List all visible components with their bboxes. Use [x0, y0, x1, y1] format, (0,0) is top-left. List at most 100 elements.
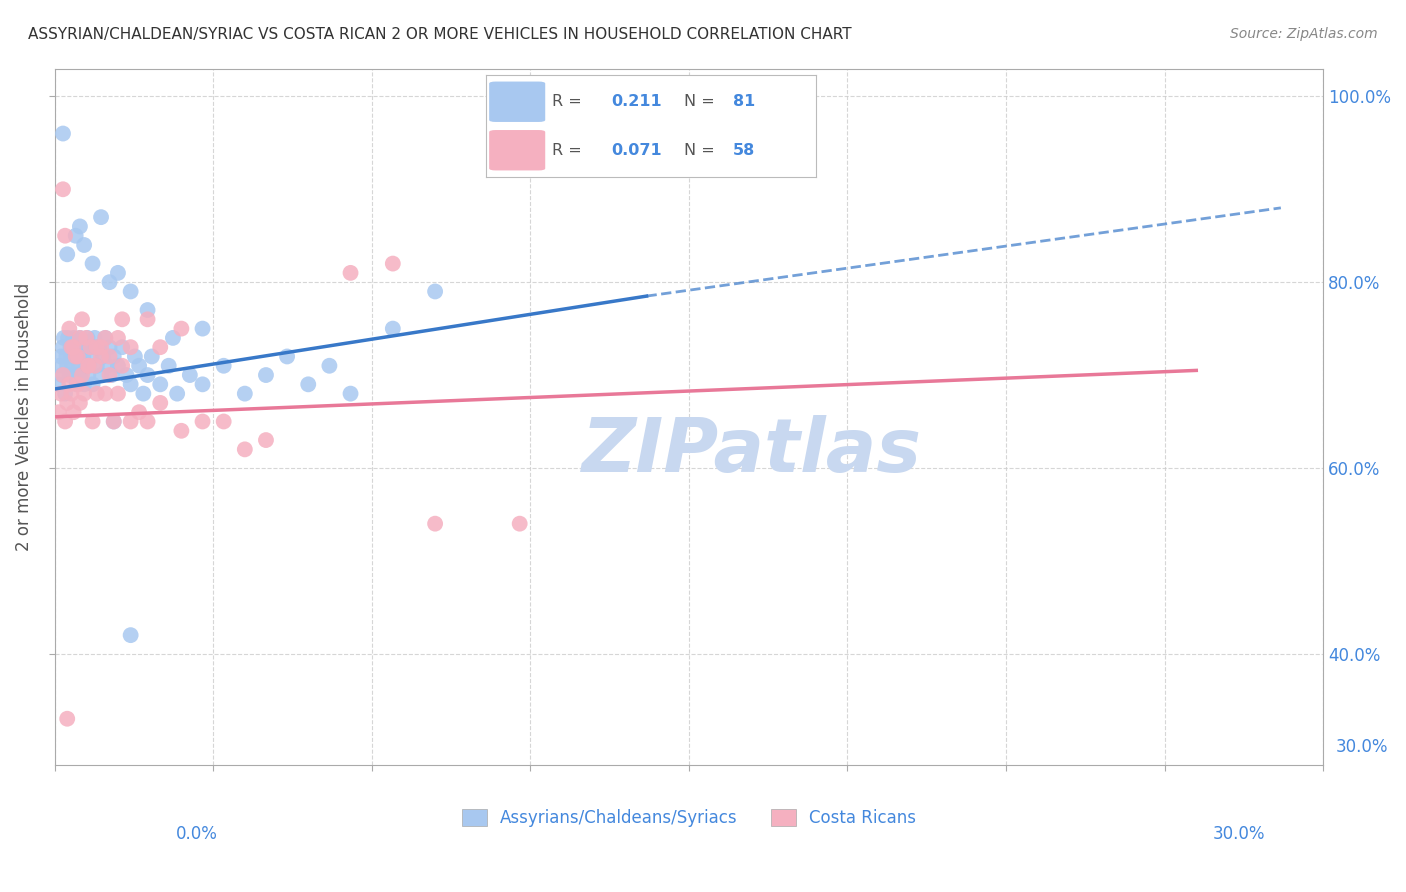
Legend: Assyrians/Chaldeans/Syriacs, Costa Ricans: Assyrians/Chaldeans/Syriacs, Costa Rican… — [456, 802, 922, 833]
Point — [120, 340, 142, 354]
Point — [86, 386, 108, 401]
Text: ZIPatlas: ZIPatlas — [582, 415, 922, 488]
Point — [103, 415, 125, 429]
Text: 30.0%: 30.0% — [1336, 738, 1388, 756]
Point — [94, 331, 117, 345]
Point — [90, 350, 112, 364]
Point — [179, 368, 201, 382]
Text: ASSYRIAN/CHALDEAN/SYRIAC VS COSTA RICAN 2 OR MORE VEHICLES IN HOUSEHOLD CORRELAT: ASSYRIAN/CHALDEAN/SYRIAC VS COSTA RICAN … — [28, 27, 852, 42]
Y-axis label: 2 or more Vehicles in Household: 2 or more Vehicles in Household — [15, 283, 32, 551]
Point — [423, 285, 446, 299]
Point — [69, 219, 91, 234]
Point — [63, 368, 86, 382]
Point — [51, 368, 73, 382]
Point — [82, 377, 104, 392]
Point — [103, 415, 125, 429]
Text: 0.0%: 0.0% — [176, 825, 218, 843]
Point — [86, 359, 108, 373]
Point — [233, 386, 256, 401]
Point — [276, 350, 298, 364]
Point — [98, 368, 121, 382]
Point — [83, 359, 105, 373]
Point — [70, 368, 93, 382]
Point — [318, 359, 340, 373]
Point — [53, 415, 76, 429]
Point — [149, 377, 172, 392]
Point — [136, 312, 159, 326]
Point — [65, 350, 87, 364]
Point — [73, 386, 96, 401]
Point — [90, 210, 112, 224]
Text: Source: ZipAtlas.com: Source: ZipAtlas.com — [1230, 27, 1378, 41]
Point — [103, 350, 125, 364]
Point — [62, 405, 84, 419]
Point — [107, 386, 129, 401]
Point — [254, 433, 277, 447]
Point — [86, 340, 108, 354]
Point — [107, 266, 129, 280]
Point — [76, 331, 98, 345]
Point — [66, 377, 89, 392]
Point — [49, 386, 72, 401]
Point — [65, 228, 87, 243]
Point — [49, 350, 72, 364]
Point — [107, 359, 129, 373]
Point — [381, 256, 404, 270]
Point — [120, 285, 142, 299]
Point — [80, 350, 103, 364]
Point — [70, 312, 93, 326]
Point — [56, 712, 79, 726]
Point — [79, 340, 101, 354]
Point — [52, 368, 75, 382]
Point — [53, 228, 76, 243]
Point — [73, 377, 96, 392]
Point — [107, 331, 129, 345]
Point — [83, 331, 105, 345]
Point — [48, 359, 70, 373]
Text: 30.0%: 30.0% — [1213, 825, 1265, 843]
Point — [66, 350, 89, 364]
Point — [70, 340, 93, 354]
Point — [141, 350, 163, 364]
Point — [62, 331, 84, 345]
Point — [128, 405, 150, 419]
Point — [69, 331, 91, 345]
Point — [136, 415, 159, 429]
Point — [69, 396, 91, 410]
Point — [94, 331, 117, 345]
Point — [56, 247, 79, 261]
Point — [90, 368, 112, 382]
Point — [100, 368, 122, 382]
Point — [52, 331, 75, 345]
Point — [423, 516, 446, 531]
Point — [60, 350, 83, 364]
Point — [60, 340, 83, 354]
Point — [58, 377, 80, 392]
Point — [120, 377, 142, 392]
Point — [67, 359, 90, 373]
Point — [124, 350, 146, 364]
Point — [52, 182, 75, 196]
Point — [297, 377, 319, 392]
Point — [136, 368, 159, 382]
Point — [69, 368, 91, 382]
Point — [149, 396, 172, 410]
Point — [66, 350, 89, 364]
Point — [157, 359, 180, 373]
Point — [60, 359, 83, 373]
Point — [111, 340, 134, 354]
Point — [149, 340, 172, 354]
Point — [56, 331, 79, 345]
Point — [170, 321, 193, 335]
Point — [73, 238, 96, 252]
Point — [53, 386, 76, 401]
Point — [98, 275, 121, 289]
Point — [212, 359, 235, 373]
Point — [98, 340, 121, 354]
Point — [339, 386, 361, 401]
Point — [87, 340, 110, 354]
Point — [115, 368, 138, 382]
Point — [254, 368, 277, 382]
Point — [86, 340, 108, 354]
Point — [381, 321, 404, 335]
